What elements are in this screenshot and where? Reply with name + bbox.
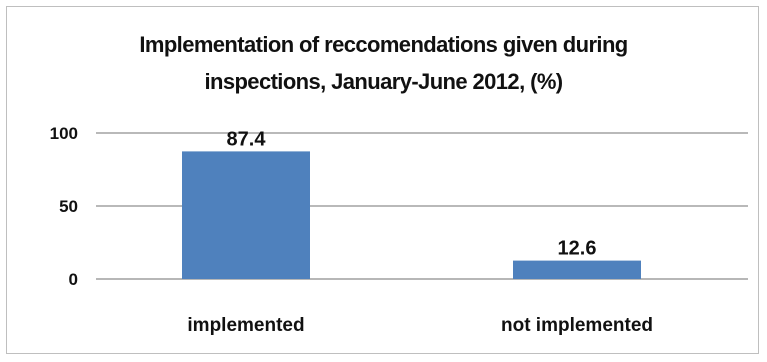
chart-frame [6,6,759,354]
bar-not-implemented [513,260,641,279]
category-labels: implemented not implemented [187,315,653,336]
chart-title: Implementation of reccomendations given … [0,26,767,100]
chart-title-line-1: Implementation of reccomendations given … [139,32,628,57]
data-label: 87.4 [227,128,267,150]
category-label: not implemented [501,315,653,336]
bar-implemented [182,151,310,279]
category-label: implemented [187,315,304,336]
y-tick-label: 0 [69,270,78,289]
data-labels: 87.4 12.6 [227,128,597,259]
data-label: 12.6 [558,238,597,260]
y-axis-ticks: 0 50 100 [50,124,78,289]
y-tick-label: 50 [59,197,78,216]
bars [182,151,641,279]
y-tick-label: 100 [50,124,78,143]
chart-title-line-2: inspections, January-June 2012, (%) [204,69,563,94]
